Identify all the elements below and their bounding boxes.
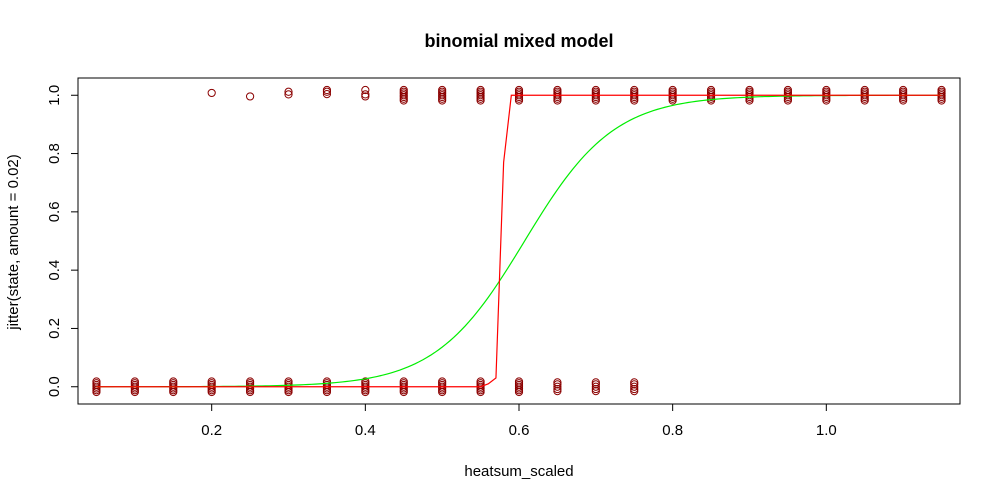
data-point (822, 96, 831, 105)
x-axis: 0.2 0.4 0.6 0.8 1.0 (201, 403, 837, 439)
data-point (438, 387, 447, 397)
y-axis: 0.0 0.2 0.4 0.6 0.8 1.0 (46, 85, 79, 397)
data-point (476, 96, 485, 105)
data-point (399, 96, 408, 105)
x-tick-label: 0.6 (509, 422, 530, 439)
plot-frame (77, 77, 961, 405)
data-point (899, 96, 908, 105)
y-tick-label: 0.0 (46, 376, 63, 397)
data-point (860, 96, 869, 105)
data-point (591, 387, 600, 396)
data-point (169, 387, 178, 397)
data-point (630, 96, 639, 105)
x-tick-label: 1.0 (816, 422, 837, 439)
data-point (322, 89, 332, 99)
data-point (361, 90, 370, 99)
data-point (438, 96, 447, 105)
data-point (399, 387, 408, 397)
data-point (591, 384, 600, 394)
y-tick-label: 0.8 (46, 143, 63, 164)
data-point (937, 96, 946, 105)
logistic-curve (96, 94, 942, 388)
data-point (514, 387, 524, 397)
data-point (207, 387, 216, 397)
data-point (630, 387, 639, 396)
data-point (630, 382, 639, 391)
data-point (92, 387, 101, 397)
data-point (130, 387, 139, 397)
data-point (322, 87, 332, 96)
y-tick-label: 0.2 (46, 318, 63, 339)
x-tick-label: 0.4 (355, 422, 376, 439)
data-point (591, 382, 600, 391)
data-point (553, 96, 562, 105)
data-point (245, 387, 255, 397)
data-point (514, 96, 524, 105)
x-tick-label: 0.2 (201, 422, 222, 439)
series-state-0 (92, 377, 639, 397)
data-point (361, 387, 370, 397)
data-point (245, 92, 255, 101)
data-point (284, 87, 293, 96)
data-point (553, 384, 562, 394)
x-tick-label: 0.8 (662, 422, 683, 439)
data-point (553, 387, 562, 396)
data-point (668, 96, 677, 105)
y-tick-label: 1.0 (46, 85, 63, 106)
y-axis-label: jitter(state, amount = 0.02) (5, 154, 22, 331)
data-point (630, 384, 639, 394)
data-point (361, 92, 370, 101)
data-point (322, 387, 332, 397)
data-point (284, 90, 293, 99)
data-point (783, 96, 793, 105)
fitted-line (96, 94, 942, 388)
data-point (361, 85, 370, 95)
data-point (553, 382, 562, 391)
y-tick-label: 0.4 (46, 260, 63, 281)
y-tick-label: 0.6 (46, 201, 63, 222)
data-point (284, 387, 293, 397)
data-point (591, 96, 600, 105)
fit-lines (96, 94, 942, 388)
chart-title: binomial mixed model (424, 31, 613, 51)
data-point (207, 88, 216, 98)
data-point (476, 387, 485, 397)
x-axis-label: heatsum_scaled (464, 463, 573, 480)
